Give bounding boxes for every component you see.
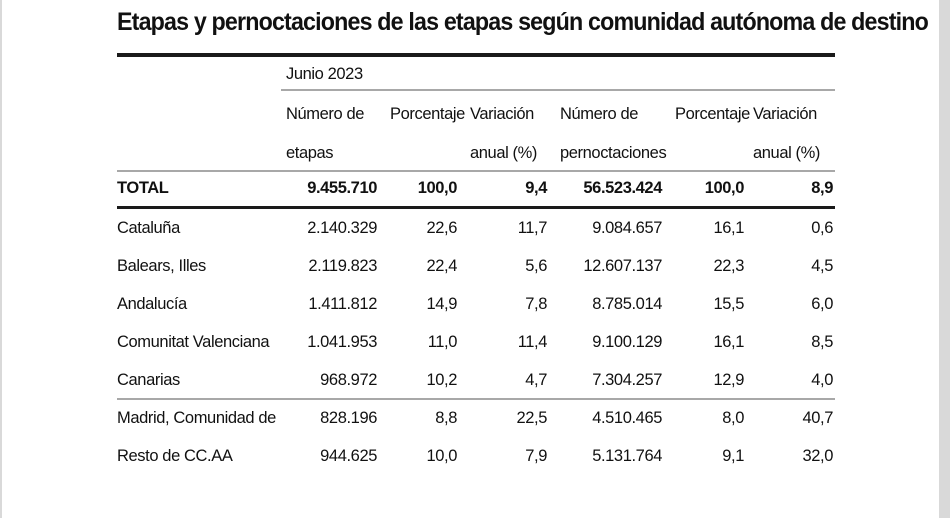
row-value: 1.411.812 [308,295,377,313]
row-value: 4,5 [811,257,833,275]
row-value: 7,9 [525,447,547,465]
row-value: 10,0 [426,447,457,465]
header-rule [117,170,835,172]
row-value: 11,4 [517,333,548,351]
row-label: Balears, Illes [117,257,206,275]
row-value: 40,7 [802,409,833,427]
madrid-rule [117,398,835,400]
column-header: pernoctaciones [560,144,667,162]
row-value: 11,0 [427,333,458,351]
total-value: 56.523.424 [583,179,662,197]
total-value: 100,0 [417,179,458,197]
row-value: 22,3 [713,257,744,275]
row-value: 4.510.465 [592,409,662,427]
table-title: Etapas y pernoctaciones de las etapas se… [117,8,929,36]
row-value: 14,9 [426,295,457,313]
row-value: 10,2 [426,371,457,389]
row-value: 8.785.014 [592,295,662,313]
total-value: 9.455.710 [307,179,377,197]
row-value: 11,7 [517,219,548,237]
period-label: Junio 2023 [286,65,363,83]
row-value: 6,0 [811,295,833,313]
row-value: 0,6 [811,219,833,237]
row-value: 1.041.953 [307,333,377,351]
column-header: Número de [286,105,365,123]
row-value: 22,6 [426,219,457,237]
row-value: 8,0 [722,409,744,427]
column-header: anual (%) [753,144,821,162]
column-header: etapas [286,144,334,162]
column-header: Porcentaje [675,105,750,123]
total-value: 100,0 [704,179,745,197]
row-label: Andalucía [117,295,187,313]
row-value: 828.196 [320,409,377,427]
row-value: 4,7 [525,371,547,389]
column-header: Porcentaje [390,105,465,123]
period-rule [281,89,835,91]
window-edge-right [939,0,950,518]
total-label: TOTAL [117,179,169,197]
row-value: 2.119.823 [308,257,377,275]
row-value: 16,1 [713,333,744,351]
row-label: Resto de CC.AA [117,447,233,465]
row-value: 32,0 [802,447,833,465]
row-value: 22,4 [426,257,457,275]
row-value: 968.972 [320,371,377,389]
row-label: Madrid, Comunidad de [117,409,276,427]
row-value: 7,8 [525,295,547,313]
row-value: 5.131.764 [592,447,662,465]
row-value: 4,0 [811,371,833,389]
row-value: 2.140.329 [307,219,377,237]
row-value: 7.304.257 [592,371,662,389]
row-value: 8,8 [435,409,457,427]
row-value: 944.625 [320,447,377,465]
row-value: 9,1 [722,447,744,465]
row-value: 12,9 [713,371,744,389]
row-value: 5,6 [525,257,547,275]
row-label: Cataluña [117,219,180,237]
total-value: 8,9 [811,179,833,197]
total-rule [117,206,835,209]
row-value: 16,1 [713,219,744,237]
row-value: 8,5 [811,333,833,351]
column-header: Número de [560,105,639,123]
column-header: Variación [753,105,817,123]
row-value: 22,5 [516,409,547,427]
row-label: Comunitat Valenciana [117,333,270,351]
row-value: 9.084.657 [592,219,662,237]
row-label: Canarias [117,371,180,389]
column-header: anual (%) [470,144,538,162]
column-header: Variación [470,105,534,123]
row-value: 15,5 [713,295,744,313]
title-rule [117,53,835,57]
row-value: 12.607.137 [583,257,662,275]
row-value: 9.100.129 [592,333,662,351]
total-value: 9,4 [525,179,547,197]
window-edge-left [0,0,2,518]
